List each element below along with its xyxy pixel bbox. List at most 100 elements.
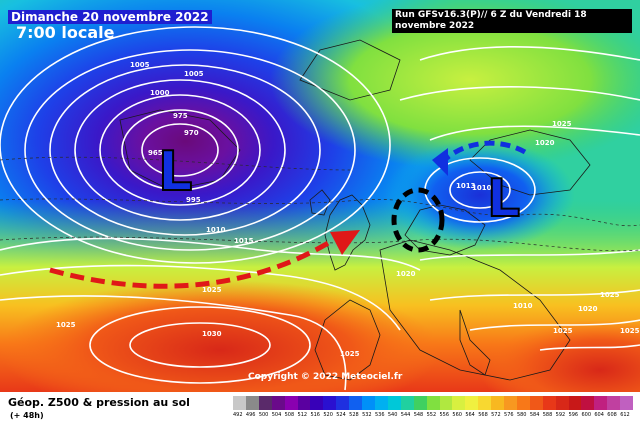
scale-label: 532 <box>362 412 372 418</box>
scale-swatch <box>349 396 363 410</box>
scale-label: 540 <box>387 412 398 418</box>
copyright-text: Copyright © 2022 Meteociel.fr <box>248 372 403 382</box>
scale-swatch <box>491 396 505 410</box>
scale-swatch <box>594 396 608 410</box>
scale-swatch <box>555 396 569 410</box>
scale-swatch <box>271 396 285 410</box>
scale-label: 492 <box>233 412 243 418</box>
scale-swatch <box>362 396 375 410</box>
scale-swatch <box>620 396 634 410</box>
scale-swatch <box>478 396 492 410</box>
scale-label: 604 <box>594 412 604 418</box>
svg-text:1020: 1020 <box>578 305 598 313</box>
scale-label: 556 <box>439 412 450 418</box>
scale-label: 536 <box>374 412 385 418</box>
scale-label: 500 <box>258 412 269 418</box>
scale-swatch <box>284 396 298 410</box>
warm-core-atlantic <box>0 280 440 392</box>
forecast-local-time: 7:00 locale <box>16 23 115 42</box>
color-scale-bar <box>233 396 634 410</box>
scale-label: 612 <box>620 412 630 418</box>
scale-label: 608 <box>607 412 617 418</box>
scale-swatch <box>452 396 466 410</box>
scale-label: 588 <box>542 412 553 418</box>
weather-map: 1020 1005 1005 1000 975 970 965 995 1010… <box>0 0 640 392</box>
svg-text:1013: 1013 <box>456 182 476 190</box>
scandinavian-trough <box>385 140 575 250</box>
map-title: Géop. Z500 & pression au sol <box>8 396 190 409</box>
scale-label: 568 <box>478 412 488 418</box>
scale-swatch <box>400 396 414 410</box>
forecast-lead-time: (+ 48h) <box>10 411 44 420</box>
svg-text:1025: 1025 <box>552 120 572 128</box>
svg-text:1010: 1010 <box>513 302 533 310</box>
svg-text:965: 965 <box>148 149 163 157</box>
scale-swatch <box>374 396 388 410</box>
cold-air-arrowhead <box>432 148 448 176</box>
scale-label: 516 <box>310 412 320 418</box>
svg-text:1025: 1025 <box>56 321 76 329</box>
low-pressure-marker-atlantic: L <box>158 140 192 203</box>
scale-swatch <box>581 396 595 410</box>
svg-text:1025: 1025 <box>553 327 573 335</box>
svg-text:1025: 1025 <box>340 350 360 358</box>
scale-swatch <box>297 396 311 410</box>
svg-text:1025: 1025 <box>620 327 640 335</box>
scale-swatch <box>465 396 479 410</box>
scale-label: 520 <box>323 412 333 418</box>
cold-air-arrow <box>440 140 527 164</box>
scale-label: 552 <box>426 412 437 418</box>
scale-label: 564 <box>465 412 475 418</box>
scale-swatch <box>504 396 517 410</box>
model-run-info: Run GFSv16.3(P)// 6 Z du Vendredi 18 nov… <box>392 9 632 33</box>
svg-text:1005: 1005 <box>184 70 204 78</box>
scale-label: 508 <box>284 412 295 418</box>
scale-swatch <box>413 396 427 410</box>
scale-label: 596 <box>568 412 579 418</box>
svg-text:1010: 1010 <box>472 184 492 192</box>
map-footer: Géop. Z500 & pression au sol (+ 48h) 492… <box>0 392 640 427</box>
scale-swatch <box>245 396 259 410</box>
scale-label: 572 <box>491 412 501 418</box>
svg-text:970: 970 <box>184 129 199 137</box>
scale-label: 512 <box>297 412 308 418</box>
scale-swatch <box>310 396 324 410</box>
scale-swatch <box>607 396 621 410</box>
color-scale-labels: 492 496 500 504 508 512 516 520 524 528 532 536 540 5… <box>233 412 633 422</box>
scale-swatch <box>233 396 246 410</box>
svg-text:995: 995 <box>186 196 201 204</box>
scale-label: 584 <box>529 412 540 418</box>
scale-label: 548 <box>413 412 424 418</box>
scale-swatch <box>542 396 556 410</box>
focus-circle <box>391 187 445 253</box>
scale-label: 592 <box>555 412 566 418</box>
svg-text:1005: 1005 <box>130 61 150 69</box>
scale-swatch <box>336 396 350 410</box>
scale-swatch <box>323 396 337 410</box>
isobar-labels: 1020 1005 1005 1000 975 970 965 995 1010… <box>56 12 640 358</box>
scale-swatch <box>439 396 453 410</box>
svg-text:1020: 1020 <box>535 139 555 147</box>
scale-swatch <box>387 396 401 410</box>
scale-label: 576 <box>504 412 514 418</box>
scale-label: 600 <box>581 412 592 418</box>
svg-text:1010: 1010 <box>206 226 226 234</box>
scale-label: 580 <box>516 412 527 418</box>
annotation-overlay: L L <box>49 139 527 289</box>
svg-text:1025: 1025 <box>202 286 222 294</box>
scale-swatch <box>258 396 272 410</box>
isobars <box>0 26 640 391</box>
scale-label: 544 <box>400 412 411 418</box>
svg-text:1000: 1000 <box>150 89 170 97</box>
scale-swatch <box>568 396 582 410</box>
scale-label: 524 <box>336 412 346 418</box>
low-pressure-marker-scandinavia: L <box>487 169 520 229</box>
svg-text:1015: 1015 <box>234 237 254 245</box>
scale-label: 528 <box>349 412 359 418</box>
svg-text:1020: 1020 <box>396 270 416 278</box>
scale-swatch <box>426 396 440 410</box>
svg-text:1030: 1030 <box>202 330 222 338</box>
jet-stream-arrowhead <box>330 230 360 255</box>
z500-contours <box>0 156 640 252</box>
scale-label: 504 <box>271 412 282 418</box>
